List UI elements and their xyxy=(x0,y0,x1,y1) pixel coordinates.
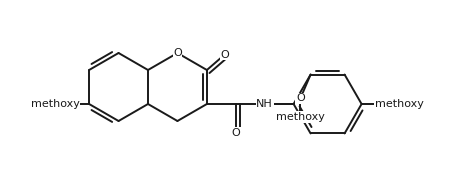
Text: O: O xyxy=(173,48,182,58)
Text: O: O xyxy=(220,50,229,60)
Text: NH: NH xyxy=(256,99,273,109)
Text: O: O xyxy=(66,99,75,109)
Text: methoxy: methoxy xyxy=(31,99,80,109)
Text: O: O xyxy=(296,93,305,103)
Text: O: O xyxy=(231,128,240,138)
Text: methoxy: methoxy xyxy=(375,99,424,109)
Text: methoxy: methoxy xyxy=(276,112,325,122)
Text: O: O xyxy=(377,99,386,109)
